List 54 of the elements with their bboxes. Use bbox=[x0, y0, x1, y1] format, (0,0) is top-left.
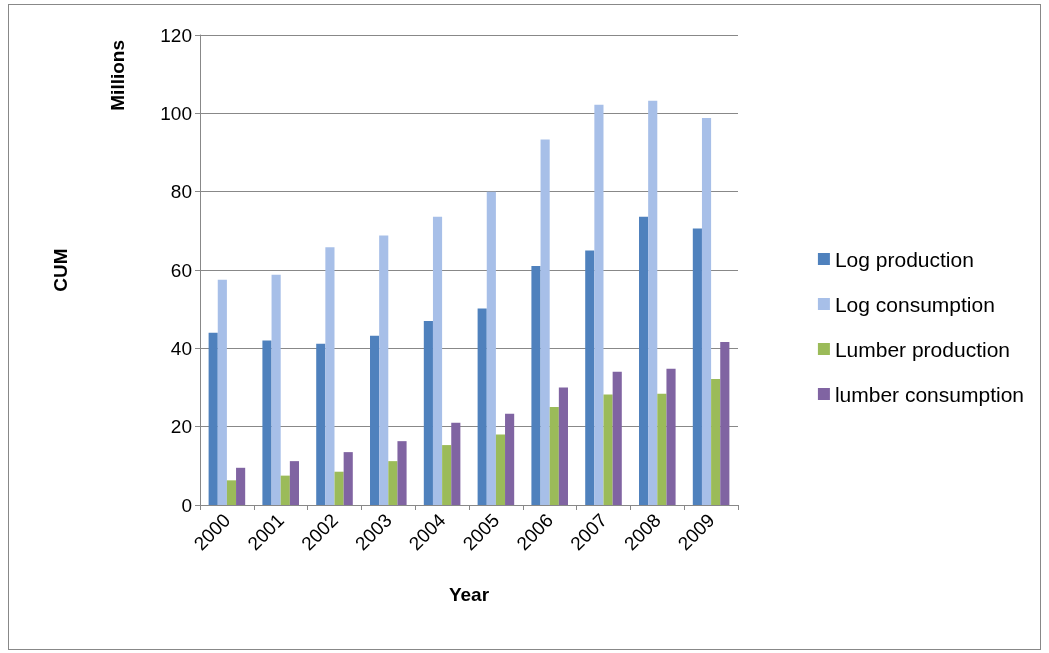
bar bbox=[325, 247, 335, 505]
bar bbox=[531, 266, 541, 505]
x-axis-title: Year bbox=[448, 584, 490, 605]
y-axis-title: CUM bbox=[50, 248, 71, 292]
bar bbox=[370, 335, 380, 505]
bar bbox=[271, 274, 281, 505]
bar bbox=[585, 250, 595, 505]
bar bbox=[558, 387, 568, 505]
bar bbox=[379, 235, 389, 505]
bar bbox=[208, 332, 218, 505]
y-tick-label: 60 bbox=[170, 259, 192, 281]
bar bbox=[477, 308, 487, 505]
legend-label: Log production bbox=[834, 247, 974, 271]
bar bbox=[648, 100, 658, 505]
bar bbox=[594, 104, 604, 505]
text: Millions bbox=[107, 39, 128, 111]
bar bbox=[217, 279, 227, 505]
y-tick-label: 40 bbox=[170, 337, 192, 359]
bar bbox=[612, 371, 622, 505]
bar bbox=[486, 191, 496, 505]
bar bbox=[549, 407, 559, 505]
bar bbox=[442, 445, 452, 505]
legend-label: lumber consumption bbox=[834, 382, 1024, 406]
bar bbox=[289, 461, 299, 505]
legend-label: Log consumption bbox=[834, 292, 995, 316]
bar bbox=[603, 394, 613, 505]
y-tick-label: 80 bbox=[170, 181, 192, 203]
bar bbox=[657, 393, 667, 505]
bar bbox=[236, 467, 246, 505]
bar bbox=[692, 228, 702, 505]
bar bbox=[388, 461, 398, 505]
bar bbox=[262, 340, 272, 505]
bar bbox=[451, 422, 461, 505]
bar bbox=[432, 216, 443, 505]
bar bbox=[343, 452, 353, 505]
y-tick-label: 0 bbox=[181, 494, 192, 516]
bar bbox=[495, 434, 506, 505]
bar bbox=[423, 320, 433, 505]
legend-label: Lumber production bbox=[834, 337, 1011, 361]
y-tick-label: 120 bbox=[160, 24, 192, 46]
bar bbox=[280, 475, 290, 505]
y-tick-label: 100 bbox=[160, 102, 192, 124]
bar bbox=[540, 139, 550, 505]
bar bbox=[720, 342, 730, 505]
y-tick-label: 20 bbox=[170, 416, 192, 438]
bar bbox=[226, 480, 237, 505]
bar bbox=[639, 216, 649, 505]
bar bbox=[701, 118, 712, 505]
bar bbox=[316, 343, 326, 505]
bar bbox=[334, 471, 344, 505]
bar bbox=[711, 378, 721, 505]
bar bbox=[505, 413, 515, 505]
bar bbox=[397, 441, 407, 505]
bar bbox=[666, 368, 676, 505]
